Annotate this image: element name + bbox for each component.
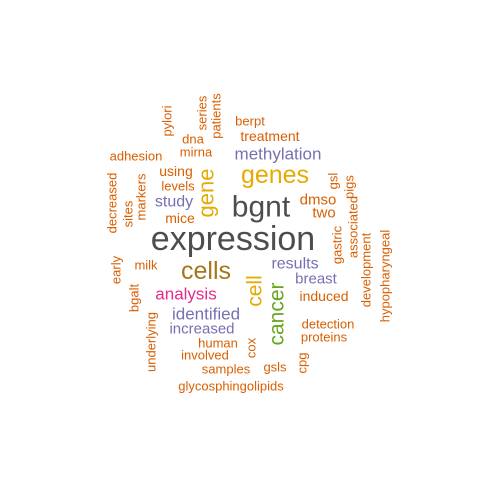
word-early: early — [109, 255, 124, 284]
word-adhesion: adhesion — [110, 149, 163, 164]
word-berpt: berpt — [235, 114, 265, 129]
word-methylation: methylation — [235, 145, 322, 164]
word-sites: sites — [121, 200, 136, 227]
word-pigs: pigs — [342, 175, 357, 199]
word-series: series — [195, 95, 210, 130]
word-milk: milk — [134, 258, 158, 273]
word-increased: increased — [169, 321, 234, 338]
word-cell: cell — [244, 275, 267, 307]
word-pylori: pylori — [160, 105, 175, 136]
word-patients: patients — [209, 93, 224, 139]
word-two: two — [312, 205, 335, 222]
word-gastric: gastric — [330, 225, 345, 264]
word-expression: expression — [151, 220, 315, 258]
word-underlying: underlying — [144, 312, 159, 372]
word-induced: induced — [299, 288, 348, 304]
word-levels: levels — [161, 179, 195, 194]
word-breast: breast — [295, 271, 338, 288]
word-bgnt: bgnt — [232, 191, 291, 224]
word-associated: associated — [346, 196, 361, 258]
word-cox: cox — [244, 337, 259, 358]
word-gene: gene — [194, 169, 219, 218]
word-cpg: cpg — [295, 353, 310, 374]
word-detection: detection — [302, 317, 355, 332]
word-proteins: proteins — [301, 330, 348, 345]
word-decreased: decreased — [105, 173, 120, 234]
word-gsls: gsls — [263, 360, 287, 375]
word-cells: cells — [181, 257, 231, 285]
word-dna: dna — [182, 132, 204, 147]
word-samples: samples — [202, 362, 251, 377]
word-analysis: analysis — [155, 285, 216, 304]
word-study: study — [155, 194, 193, 211]
word-cancer: cancer — [266, 282, 289, 345]
word-markers: markers — [134, 173, 149, 220]
word-involved: involved — [181, 348, 229, 363]
word-identified: identified — [172, 305, 240, 324]
word-mice: mice — [165, 210, 195, 226]
word-human: human — [198, 336, 238, 351]
word-glycosphingolipids: glycosphingolipids — [178, 379, 284, 394]
word-results: results — [271, 256, 318, 273]
word-treatment: treatment — [240, 128, 299, 144]
word-using: using — [159, 163, 192, 179]
word-dmso: dmso — [300, 192, 337, 209]
word-bgalt: bgalt — [127, 284, 142, 313]
word-genes: genes — [241, 161, 309, 189]
word-gsl: gsl — [326, 173, 341, 190]
word-hypopharyngeal: hypopharyngeal — [378, 230, 393, 323]
word-mirna: mirna — [180, 145, 213, 160]
word-development: development — [359, 232, 374, 307]
